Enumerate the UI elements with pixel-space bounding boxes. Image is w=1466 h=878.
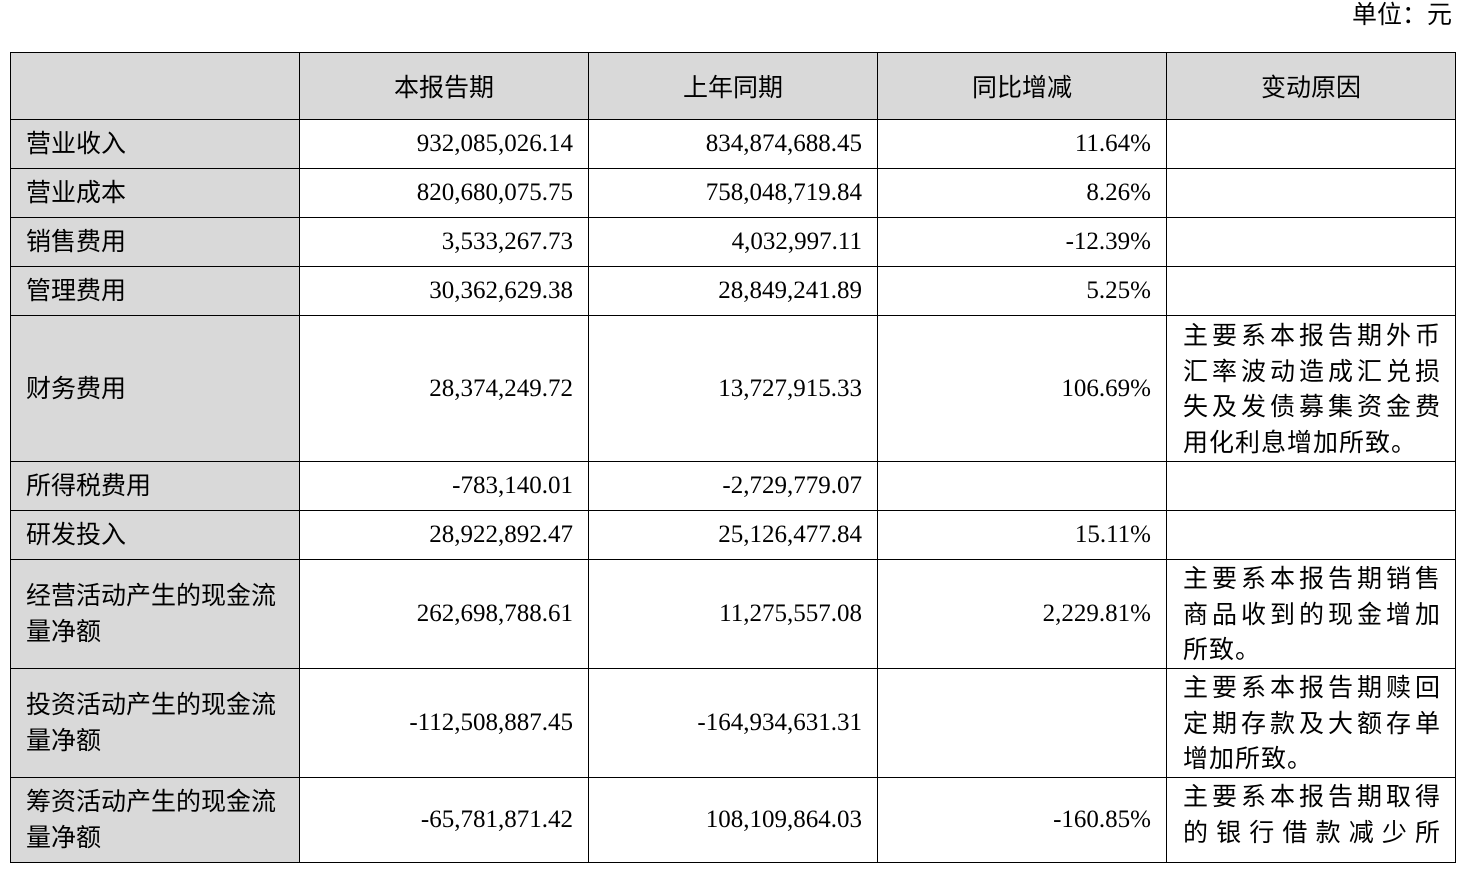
row-reason	[1166, 119, 1456, 169]
row-prior: 13,727,915.33	[588, 315, 878, 462]
row-reason	[1166, 217, 1456, 267]
reason-text: 主要系本报告期赎回定期存款及大额存单增加所致。	[1183, 673, 1441, 774]
row-prior: 11,275,557.08	[588, 559, 878, 669]
row-current: 262,698,788.61	[299, 559, 589, 669]
table-row: 经营活动产生的现金流量净额 262,698,788.61 11,275,557.…	[10, 559, 1456, 669]
row-change: -160.85%	[877, 777, 1167, 863]
row-change: 11.64%	[877, 119, 1167, 169]
header-prior-period: 上年同期	[588, 52, 878, 120]
row-current: 28,374,249.72	[299, 315, 589, 462]
row-prior: 28,849,241.89	[588, 266, 878, 316]
row-item: 销售费用	[10, 217, 300, 267]
row-prior: 25,126,477.84	[588, 510, 878, 560]
table-row: 筹资活动产生的现金流量净额 -65,781,871.42 108,109,864…	[10, 777, 1456, 863]
row-change: 5.25%	[877, 266, 1167, 316]
row-prior: 834,874,688.45	[588, 119, 878, 169]
table-row: 所得税费用 -783,140.01 -2,729,779.07	[10, 461, 1456, 511]
row-item: 经营活动产生的现金流量净额	[10, 559, 300, 669]
row-item: 营业成本	[10, 168, 300, 218]
row-item: 投资活动产生的现金流量净额	[10, 668, 300, 778]
row-change: -12.39%	[877, 217, 1167, 267]
row-current: 30,362,629.38	[299, 266, 589, 316]
table-row: 营业收入 932,085,026.14 834,874,688.45 11.64…	[10, 119, 1456, 169]
table-row: 销售费用 3,533,267.73 4,032,997.11 -12.39%	[10, 217, 1456, 267]
row-prior: -2,729,779.07	[588, 461, 878, 511]
table-header-row: 本报告期 上年同期 同比增减 变动原因	[10, 52, 1456, 120]
row-current: 820,680,075.75	[299, 168, 589, 218]
table-row: 投资活动产生的现金流量净额 -112,508,887.45 -164,934,6…	[10, 668, 1456, 778]
reason-text: 主要系本报告期取得的银行借款减少所	[1183, 782, 1441, 847]
table-row: 财务费用 28,374,249.72 13,727,915.33 106.69%…	[10, 315, 1456, 462]
row-item: 营业收入	[10, 119, 300, 169]
row-reason: 主要系本报告期销售商品收到的现金增加所致。	[1166, 559, 1456, 669]
row-item: 筹资活动产生的现金流量净额	[10, 777, 300, 863]
row-prior: -164,934,631.31	[588, 668, 878, 778]
row-current: 28,922,892.47	[299, 510, 589, 560]
table-row: 研发投入 28,922,892.47 25,126,477.84 15.11%	[10, 510, 1456, 560]
row-item: 财务费用	[10, 315, 300, 462]
header-item	[10, 52, 300, 120]
row-prior: 758,048,719.84	[588, 168, 878, 218]
row-change: 2,229.81%	[877, 559, 1167, 669]
row-current: -783,140.01	[299, 461, 589, 511]
row-reason	[1166, 168, 1456, 218]
header-change-reason: 变动原因	[1166, 52, 1456, 120]
row-change: 8.26%	[877, 168, 1167, 218]
row-change	[877, 668, 1167, 778]
row-item: 管理费用	[10, 266, 300, 316]
table-row: 管理费用 30,362,629.38 28,849,241.89 5.25%	[10, 266, 1456, 316]
row-reason	[1166, 510, 1456, 560]
row-reason: 主要系本报告期外币汇率波动造成汇兑损失及发债募集资金费用化利息增加所致。	[1166, 315, 1456, 462]
row-reason	[1166, 266, 1456, 316]
row-prior: 4,032,997.11	[588, 217, 878, 267]
row-item: 研发投入	[10, 510, 300, 560]
reason-text: 主要系本报告期外币汇率波动造成汇兑损失及发债募集资金费用化利息增加所致。	[1183, 321, 1441, 457]
row-current: 932,085,026.14	[299, 119, 589, 169]
row-change: 106.69%	[877, 315, 1167, 462]
row-change: 15.11%	[877, 510, 1167, 560]
row-item: 所得税费用	[10, 461, 300, 511]
row-prior: 108,109,864.03	[588, 777, 878, 863]
row-current: 3,533,267.73	[299, 217, 589, 267]
header-current-period: 本报告期	[299, 52, 589, 120]
row-current: -65,781,871.42	[299, 777, 589, 863]
unit-label: 单位：元	[1351, 0, 1452, 29]
table-row: 营业成本 820,680,075.75 758,048,719.84 8.26%	[10, 168, 1456, 218]
financial-comparison-table: 本报告期 上年同期 同比增减 变动原因 营业收入 932,085,026.14 …	[10, 52, 1456, 863]
reason-text: 主要系本报告期销售商品收到的现金增加所致。	[1183, 564, 1441, 665]
row-reason	[1166, 461, 1456, 511]
row-reason: 主要系本报告期取得的银行借款减少所	[1166, 777, 1456, 863]
row-current: -112,508,887.45	[299, 668, 589, 778]
row-change	[877, 461, 1167, 511]
header-yoy-change: 同比增减	[877, 52, 1167, 120]
row-reason: 主要系本报告期赎回定期存款及大额存单增加所致。	[1166, 668, 1456, 778]
